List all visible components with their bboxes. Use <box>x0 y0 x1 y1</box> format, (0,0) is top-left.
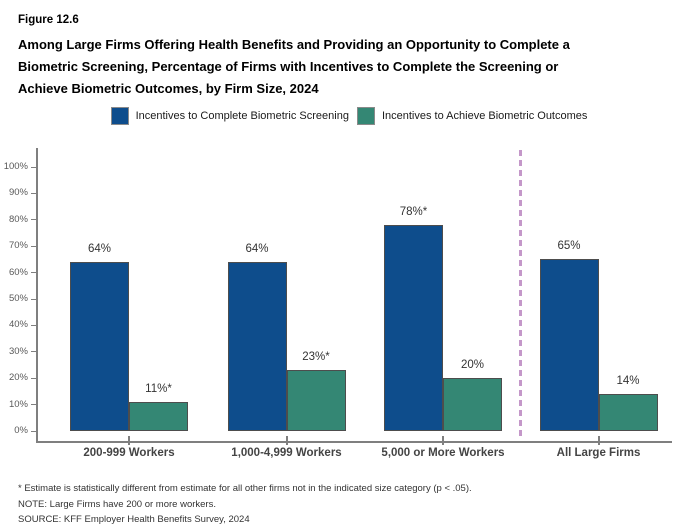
chart-title: Among Large Firms Offering Health Benefi… <box>18 34 682 100</box>
y-axis-tick-label: 80% <box>8 213 28 225</box>
footnotes: * Estimate is statistically different fr… <box>18 481 688 525</box>
bar-achieve-outcomes <box>443 378 502 431</box>
bar-achieve-outcomes <box>286 370 346 431</box>
y-axis-tick-label: 20% <box>8 372 28 384</box>
y-axis-tick <box>31 377 36 379</box>
bar-achieve-outcomes <box>129 401 188 431</box>
y-axis-tick-label: 40% <box>8 319 28 331</box>
y-axis-tick <box>31 430 36 432</box>
legend-item-complete-screening: Incentives to Complete Biometric Screeni… <box>110 107 349 125</box>
y-axis-tick <box>31 298 36 300</box>
footnote-note: NOTE: Large Firms have 200 or more worke… <box>18 498 216 510</box>
chart-title-line-2: Biometric Screening, Percentage of Firms… <box>18 59 559 74</box>
figure-number: Figure 12.6 <box>18 14 79 26</box>
y-axis-line <box>36 148 38 443</box>
x-axis-category-label: 5,000 or More Workers <box>381 447 505 459</box>
y-axis-tick <box>31 272 36 274</box>
y-axis-tick-label: 60% <box>8 266 28 278</box>
bar-value-label: 11%* <box>145 382 172 395</box>
bar-achieve-outcomes <box>598 394 658 431</box>
x-axis-category-label: 1,000-4,999 Workers <box>231 447 342 459</box>
bar-complete-screening <box>384 225 443 431</box>
y-axis-tick-label: 90% <box>8 187 28 199</box>
all-large-firms-separator-line <box>519 150 523 440</box>
y-axis-tick <box>31 404 36 406</box>
y-axis-tick <box>31 351 36 353</box>
x-axis-tick <box>597 436 600 445</box>
bar-value-label: 64% <box>245 243 269 256</box>
legend-item-achieve-outcomes: Incentives to Achieve Biometric Outcomes <box>356 107 588 125</box>
x-axis-tick <box>285 436 288 445</box>
y-axis-tick <box>31 324 36 326</box>
chart-title-line-3: Achieve Biometric Outcomes, by Firm Size… <box>18 81 319 96</box>
y-axis-tick-label: 70% <box>8 240 28 252</box>
y-axis-tick <box>31 245 36 247</box>
y-axis-tick-label: 0% <box>14 425 28 436</box>
bar-value-label: 23%* <box>302 351 330 364</box>
bar-value-label: 78%* <box>399 206 428 219</box>
legend-swatch-green-icon <box>356 107 375 125</box>
y-axis-tick-label: 50% <box>8 293 28 304</box>
legend-label: Incentives to Achieve Biometric Outcomes <box>381 110 588 122</box>
bar-value-label: 20% <box>460 359 485 372</box>
bar-value-label: 65% <box>557 240 581 253</box>
y-axis-tick <box>31 166 36 168</box>
footnote-statistical: * Estimate is statistically different fr… <box>18 483 472 494</box>
y-axis-tick <box>31 219 36 221</box>
chart-legend: Incentives to Complete Biometric Screeni… <box>0 107 698 125</box>
y-axis-tick-label: 10% <box>8 398 28 410</box>
bar-complete-screening <box>227 262 287 431</box>
x-axis-tick <box>128 436 130 445</box>
y-axis-tick <box>31 192 36 194</box>
x-axis-category-label: All Large Firms <box>556 447 641 459</box>
y-axis-tick-label: 100% <box>3 161 28 172</box>
bar-value-label: 14% <box>616 375 640 388</box>
legend-swatch-blue-icon <box>110 107 129 125</box>
x-axis-line <box>36 441 672 443</box>
bar-complete-screening <box>70 262 129 431</box>
x-axis-category-label: 200-999 Workers <box>83 447 175 459</box>
x-axis-tick <box>442 436 444 445</box>
bar-complete-screening <box>539 259 599 431</box>
footnote-source: SOURCE: KFF Employer Health Benefits Sur… <box>18 514 250 525</box>
chart-title-line-1: Among Large Firms Offering Health Benefi… <box>18 37 570 52</box>
y-axis-tick-label: 30% <box>8 345 28 357</box>
bar-value-label: 64% <box>87 243 112 256</box>
legend-label: Incentives to Complete Biometric Screeni… <box>135 110 349 122</box>
